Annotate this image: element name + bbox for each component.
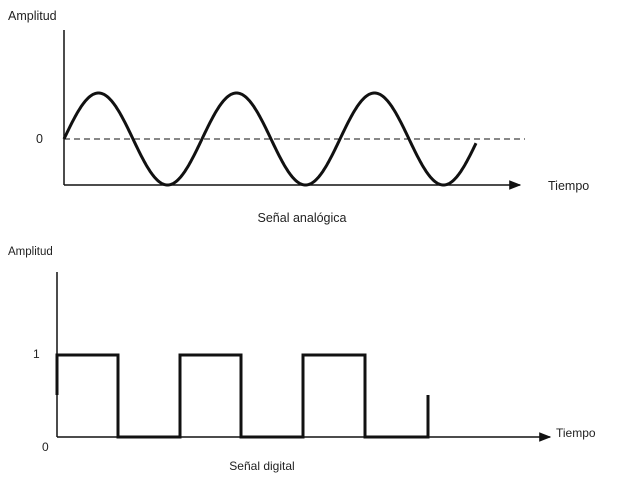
digital-x-axis-label: Tiempo (556, 426, 596, 440)
digital-caption: Señal digital (229, 459, 294, 473)
analog-caption: Señal analógica (258, 211, 347, 225)
analog-y-axis-label: Amplitud (8, 9, 57, 23)
analog-x-axis-label: Tiempo (548, 179, 589, 193)
analog-zero-label: 0 (36, 132, 43, 146)
digital-y-axis-label: Amplitud (8, 246, 53, 258)
digital-one-label: 1 (33, 347, 40, 361)
analog-panel: Amplitud 0 Tiempo Señal analógica (8, 9, 589, 225)
digital-panel: Amplitud 1 0 Tiempo Señal digital (8, 246, 596, 473)
digital-square-wave (55, 353, 430, 439)
digital-zero-label: 0 (42, 440, 49, 454)
analog-sine-wave (62, 91, 478, 187)
